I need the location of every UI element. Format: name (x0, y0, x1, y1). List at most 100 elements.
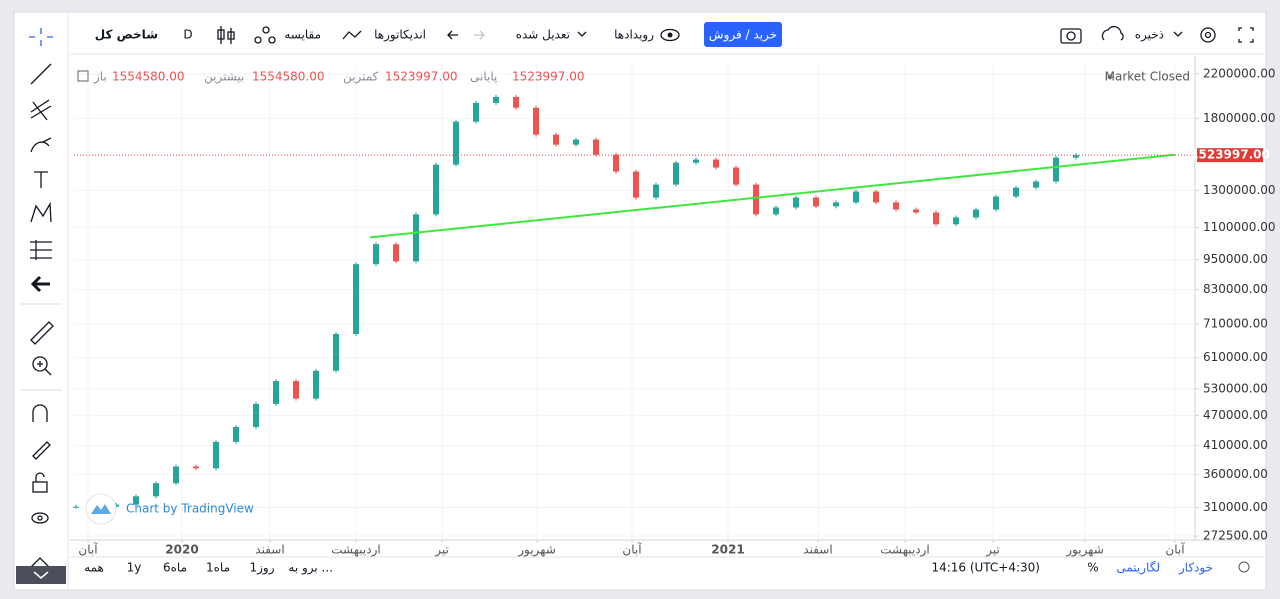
chart-type-icon[interactable] (217, 26, 235, 44)
compare[interactable]: مقایسه (284, 28, 321, 42)
range-button[interactable]: همه (84, 561, 104, 575)
zoom-tool[interactable] (32, 356, 52, 376)
candle (193, 466, 199, 469)
trade[interactable]: خرید / فروش (709, 28, 777, 43)
settings-icon[interactable] (1200, 27, 1216, 43)
x-tick-label: آبان (1165, 542, 1185, 557)
bottom-bar: برو به ... 14:16 (UTC+4:30) % لگاریتمی خ… (84, 561, 1250, 576)
log[interactable]: لگاریتمی (1116, 561, 1160, 576)
x-tick-label: 2021 (711, 543, 744, 557)
candle (393, 244, 399, 262)
events[interactable]: رویدادها (614, 28, 654, 43)
candle (973, 209, 979, 218)
candle (453, 121, 459, 165)
candle (213, 441, 219, 469)
pattern-tool[interactable] (30, 201, 52, 223)
fib-tool[interactable] (30, 99, 52, 121)
candle (173, 466, 179, 484)
brush-tool[interactable] (30, 137, 52, 153)
axes: 272500.00 310000.00 360000.00 410000.00 4700… (70, 56, 1276, 558)
y-tick-label: 310000.00 (1203, 500, 1268, 514)
magnet-tool[interactable] (32, 404, 48, 422)
range-button[interactable]: 1روز (249, 561, 274, 576)
legend-toggle[interactable] (77, 70, 89, 82)
y-tick-label: 1100000.00 (1203, 220, 1276, 234)
candle (593, 139, 599, 155)
candle (993, 196, 999, 210)
ohlc-legend: باز 1554580.00 بیشترین 1554580.00 کمترین… (77, 70, 585, 85)
lock-draw-tool[interactable] (32, 441, 51, 460)
compare-icon[interactable] (254, 26, 276, 44)
indicators[interactable]: اندیکاتورها (374, 28, 426, 43)
percent[interactable]: % (1087, 561, 1098, 575)
camera-icon[interactable] (1060, 28, 1082, 44)
eye-icon[interactable] (660, 28, 680, 42)
cloud-icon[interactable] (1101, 25, 1124, 41)
candle (893, 202, 899, 210)
watermark-text[interactable]: Chart by TradingView (126, 502, 254, 516)
x-tick-label: اردیبهشت (331, 543, 380, 558)
adjusted[interactable]: تعدیل شده (516, 28, 570, 42)
high-label: بیشترین (204, 70, 244, 85)
open-label: باز (93, 70, 107, 85)
x-tick-label: تیر (985, 543, 1000, 558)
top-toolbar: شاخص کل D مقایسه اندیکاتورها تعدیل شده ر… (95, 22, 1254, 47)
candle (773, 207, 779, 215)
range-button[interactable]: 1ماه (206, 561, 230, 575)
candle (953, 217, 959, 225)
frame (13, 11, 1267, 591)
indicators-icon[interactable] (342, 30, 362, 40)
candle (73, 506, 79, 508)
candle (753, 184, 759, 215)
dropdown[interactable] (577, 31, 587, 37)
candle (293, 381, 299, 399)
settings-icon[interactable] (1238, 561, 1250, 573)
back-tool[interactable] (30, 275, 50, 293)
low-label: کمترین (343, 70, 379, 85)
candle (633, 171, 639, 198)
interval[interactable]: D (183, 28, 192, 42)
grid (74, 62, 1195, 540)
text-tool[interactable] (34, 171, 48, 188)
crosshair-tool[interactable] (29, 28, 53, 46)
trend-tool[interactable] (30, 63, 52, 85)
candle (693, 159, 699, 163)
redo[interactable] (474, 30, 485, 40)
timezone[interactable]: 14:16 (UTC+4:30) (931, 561, 1040, 575)
collapse-button[interactable] (16, 566, 66, 584)
x-tick-label: 2020 (165, 543, 198, 557)
ruler-tool[interactable] (30, 321, 54, 345)
lock-tool[interactable] (32, 472, 48, 493)
y-tick-label: 2200000.00 (1203, 66, 1276, 80)
y-tick-label: 470000.00 (1203, 408, 1268, 422)
visibility-tool[interactable] (31, 512, 49, 524)
candle (333, 334, 339, 371)
goto[interactable]: برو به ... (288, 561, 333, 576)
dropdown[interactable] (1173, 31, 1183, 37)
collapse-arrow[interactable] (33, 571, 49, 579)
save[interactable]: ذخیره (1135, 28, 1164, 43)
candle (713, 159, 719, 168)
auto[interactable]: خودکار (1178, 561, 1213, 576)
candle (553, 134, 559, 145)
candle (533, 107, 539, 135)
low-value: 1523997.00 (385, 70, 458, 84)
candle (793, 197, 799, 208)
range-button[interactable]: 1y (127, 561, 142, 575)
candle (233, 426, 239, 442)
watermark: Chart by TradingView (85, 493, 254, 525)
fullscreen-icon[interactable] (1238, 27, 1254, 43)
price-label-bg (1197, 148, 1263, 163)
y-tick-label: 830000.00 (1203, 282, 1268, 296)
undo[interactable] (447, 30, 458, 40)
trade-button[interactable] (704, 22, 782, 47)
symbol[interactable]: شاخص کل (95, 28, 158, 42)
x-tick-label: شهریور (517, 543, 556, 558)
x-tick-label: اسفند (803, 543, 832, 557)
candle (473, 102, 479, 122)
forecast-tool[interactable] (30, 240, 52, 260)
y-tick-label: 410000.00 (1203, 438, 1268, 452)
range-button[interactable]: 6ماه (163, 561, 187, 575)
